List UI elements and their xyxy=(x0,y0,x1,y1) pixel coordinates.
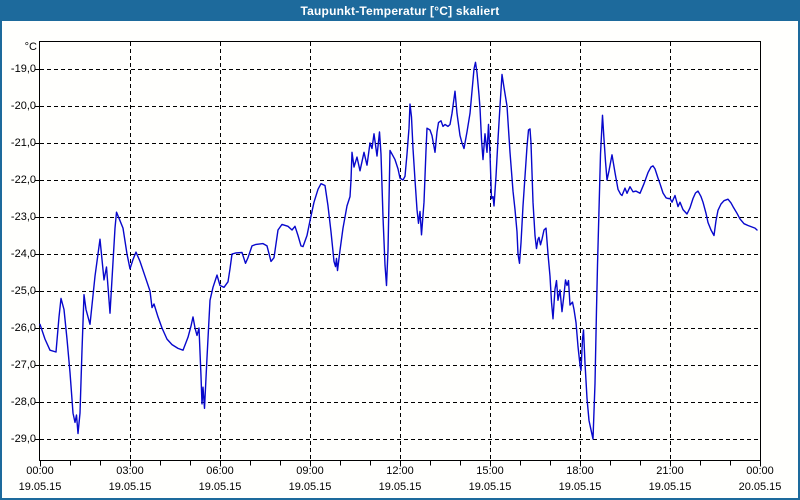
chart-title: Taupunkt-Temperatur [°C] skaliert xyxy=(300,3,500,18)
chart-background xyxy=(2,21,798,498)
chart-title-bar: Taupunkt-Temperatur [°C] skaliert xyxy=(0,0,800,21)
